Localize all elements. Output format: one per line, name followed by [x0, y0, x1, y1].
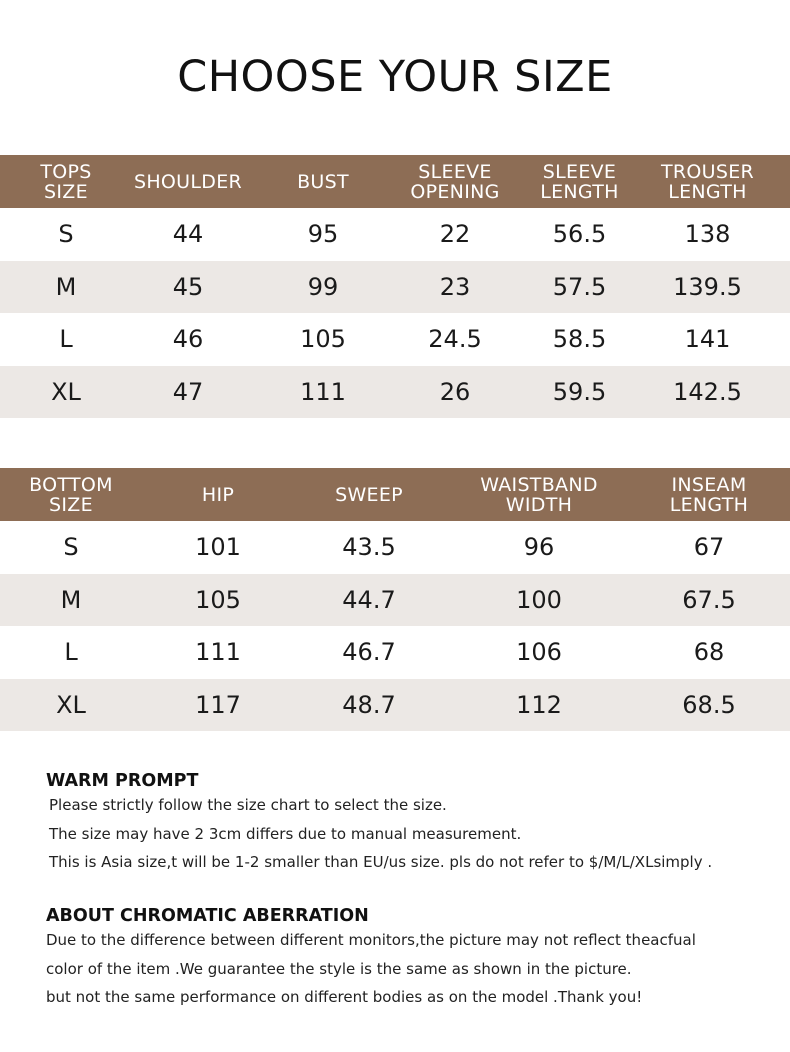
size-cell: M	[60, 585, 82, 614]
bottom-size-table: BOTTOM SIZE HIP SWEEP WAISTBAND WIDTH IN…	[0, 468, 790, 731]
value-cell: 57.5	[552, 272, 607, 301]
value-cell: 95	[307, 220, 339, 249]
table-row: S 101 43.5 96 67	[0, 521, 790, 574]
value-cell: 112	[516, 690, 562, 719]
header-shoulder: SHOULDER	[133, 170, 243, 193]
size-cell: M	[55, 272, 77, 301]
value-cell: 68.5	[682, 690, 736, 719]
size-cell: L	[64, 638, 78, 667]
warm-prompt-line: This is Asia size,t will be 1-2 smaller …	[49, 853, 713, 871]
value-cell: 117	[195, 690, 241, 719]
header-hip: HIP	[201, 483, 235, 506]
size-cell: S	[63, 533, 79, 562]
value-cell: 26	[439, 377, 471, 406]
value-cell: 46	[172, 325, 204, 354]
warm-prompt-heading: WARM PROMPT	[46, 771, 199, 791]
chromatic-line: Due to the difference between different …	[46, 931, 696, 949]
value-cell: 47	[172, 377, 204, 406]
value-cell: 142.5	[673, 377, 742, 406]
size-cell: XL	[51, 377, 81, 406]
value-cell: 45	[172, 272, 204, 301]
table-row: M 45 99 23 57.5 139.5	[0, 260, 790, 313]
table-row: L 111 46.7 106 68	[0, 626, 790, 679]
header-sleeve-opening: SLEEVE OPENING	[410, 160, 500, 203]
value-cell: 101	[195, 533, 241, 562]
value-cell: 58.5	[552, 325, 607, 354]
value-cell: 138	[684, 220, 731, 249]
value-cell: 48.7	[342, 690, 396, 719]
chromatic-heading: ABOUT CHROMATIC ABERRATION	[46, 906, 369, 926]
table-row: XL 47 111 26 59.5 142.5	[0, 365, 790, 418]
warm-prompt-line: The size may have 2 3cm differs due to m…	[49, 824, 522, 843]
size-cell: L	[59, 325, 73, 354]
chromatic-line: color of the item .We guarantee the styl…	[46, 959, 632, 978]
header-tops-size: TOPS SIZE	[40, 160, 92, 203]
header-inseam-length: INSEAM LENGTH	[669, 473, 749, 516]
table-row: M 105 44.7 100 67.5	[0, 573, 790, 626]
value-cell: 44	[172, 220, 204, 249]
page-title: CHOOSE YOUR SIZE	[177, 52, 613, 102]
tops-header-row: TOPS SIZE SHOULDER BUST SLEEVE OPENING S…	[0, 155, 790, 208]
value-cell: 139.5	[673, 272, 742, 301]
header-trouser-length: TROUSER LENGTH	[660, 160, 755, 203]
value-cell: 67.5	[682, 585, 736, 614]
value-cell: 111	[300, 377, 346, 406]
warm-prompt-section: WARM PROMPT Please strictly follow the s…	[46, 771, 712, 877]
value-cell: 68	[693, 638, 725, 667]
table-row: XL 117 48.7 112 68.5	[0, 678, 790, 731]
tops-size-table: TOPS SIZE SHOULDER BUST SLEEVE OPENING S…	[0, 155, 790, 418]
value-cell: 24.5	[428, 325, 482, 354]
value-cell: 96	[523, 533, 555, 562]
size-cell: S	[58, 220, 74, 249]
value-cell: 56.5	[552, 220, 607, 249]
header-sweep: SWEEP	[335, 483, 403, 506]
value-cell: 46.7	[342, 638, 396, 667]
value-cell: 100	[516, 585, 562, 614]
value-cell: 105	[195, 585, 241, 614]
chromatic-line: but not the same performance on differen…	[46, 988, 643, 1006]
header-bust: BUST	[297, 170, 349, 193]
value-cell: 99	[307, 272, 339, 301]
size-cell: XL	[56, 690, 86, 719]
value-cell: 67	[693, 533, 725, 562]
table-row: L 46 105 24.5 58.5 141	[0, 313, 790, 366]
value-cell: 106	[516, 638, 562, 667]
header-waistband-width: WAISTBAND WIDTH	[480, 473, 598, 516]
bottom-header-row: BOTTOM SIZE HIP SWEEP WAISTBAND WIDTH IN…	[0, 468, 790, 521]
value-cell: 44.7	[342, 585, 396, 614]
warm-prompt-line: Please strictly follow the size chart to…	[49, 796, 447, 814]
value-cell: 111	[195, 638, 241, 667]
header-sleeve-length: SLEEVE LENGTH	[540, 160, 619, 203]
value-cell: 105	[300, 325, 346, 354]
value-cell: 23	[439, 272, 471, 301]
chromatic-aberration-section: ABOUT CHROMATIC ABERRATION Due to the di…	[46, 906, 696, 1012]
table-row: S 44 95 22 56.5 138	[0, 208, 790, 261]
value-cell: 22	[439, 220, 471, 249]
value-cell: 43.5	[342, 533, 396, 562]
header-bottom-size: BOTTOM SIZE	[29, 473, 113, 516]
value-cell: 59.5	[552, 377, 607, 406]
value-cell: 141	[684, 325, 731, 354]
